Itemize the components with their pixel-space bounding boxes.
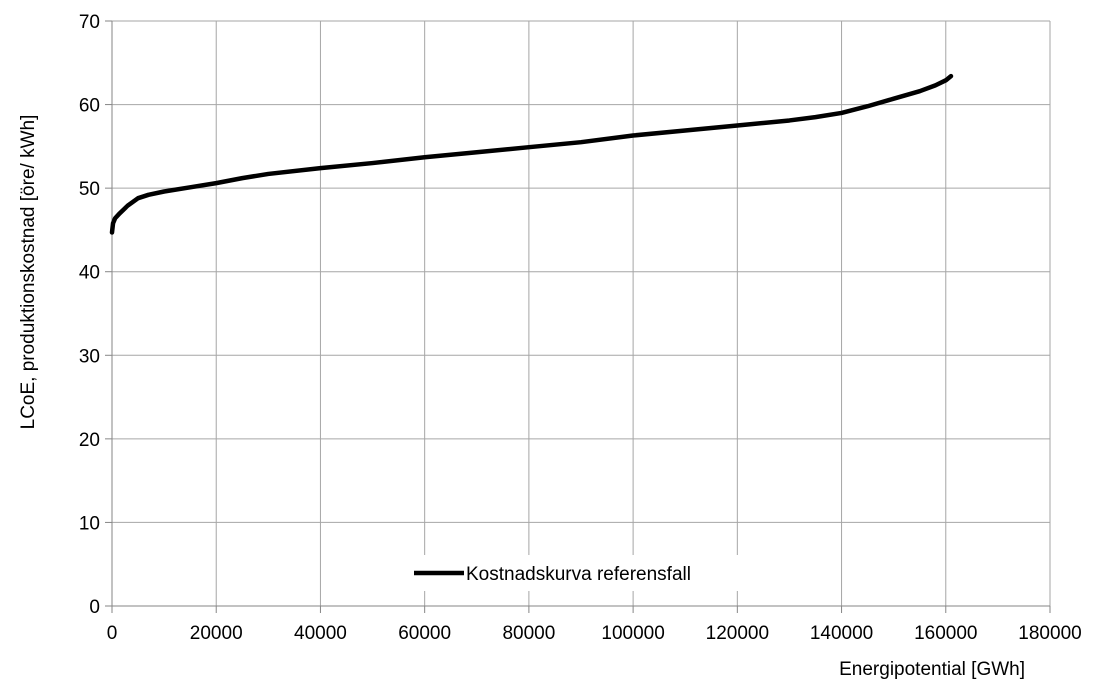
grid: [112, 20, 1051, 606]
x-tick-label: 140000: [810, 623, 873, 644]
x-tick-label: 80000: [502, 623, 555, 644]
x-tick-label: 120000: [706, 623, 769, 644]
y-tick-label: 40: [79, 263, 100, 284]
x-tick-label: 0: [107, 623, 118, 644]
x-tick-label: 40000: [294, 623, 347, 644]
y-tick-label: 0: [89, 597, 100, 618]
x-tick-label: 20000: [190, 623, 243, 644]
y-tick-label: 70: [79, 12, 100, 33]
x-tick-label: 60000: [398, 623, 451, 644]
y-axis-label: LCoE, produktionskostnad [öre/ kWh]: [18, 115, 39, 430]
y-tick-label: 20: [79, 430, 100, 451]
series-line: [109, 73, 954, 235]
axes: [105, 20, 1051, 613]
tick-labels: 0 10 20 30 40 50 60 70 0 20000 40000 60000 80000 1000…: [79, 12, 1082, 644]
y-tick-label: 10: [79, 513, 100, 534]
y-tick-label: 30: [79, 346, 100, 367]
x-tick-label: 180000: [1018, 623, 1081, 644]
x-tick-label: 160000: [914, 623, 977, 644]
x-tick-label: 100000: [601, 623, 664, 644]
y-tick-label: 50: [79, 179, 100, 200]
x-axis-label: Energipotential [GWh]: [839, 659, 1025, 680]
legend-label: Kostnadskurva referensfall: [466, 564, 691, 585]
legend-background: [404, 555, 786, 591]
y-tick-label: 60: [79, 96, 100, 117]
legend: Kostnadskurva referensfall: [404, 555, 786, 591]
series: [109, 73, 954, 235]
